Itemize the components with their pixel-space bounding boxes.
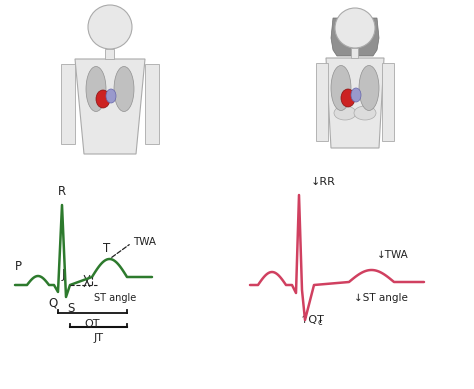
Text: T: T bbox=[103, 242, 110, 255]
Text: J: J bbox=[61, 268, 64, 281]
Bar bbox=[145, 64, 159, 144]
Text: ↓TWA: ↓TWA bbox=[376, 250, 408, 260]
Text: QT: QT bbox=[85, 319, 100, 329]
Polygon shape bbox=[326, 58, 384, 148]
Polygon shape bbox=[75, 59, 145, 154]
Text: Q: Q bbox=[48, 297, 58, 310]
Text: ↓ST angle: ↓ST angle bbox=[354, 293, 408, 303]
Ellipse shape bbox=[359, 65, 379, 110]
Ellipse shape bbox=[96, 90, 110, 108]
Text: S: S bbox=[67, 302, 75, 315]
Text: ↑QT: ↑QT bbox=[300, 315, 325, 325]
Text: JT: JT bbox=[93, 333, 103, 343]
Text: P: P bbox=[15, 260, 21, 273]
Ellipse shape bbox=[354, 106, 376, 120]
Text: ST angle: ST angle bbox=[94, 293, 136, 303]
Bar bbox=[106, 49, 115, 59]
Ellipse shape bbox=[114, 67, 134, 112]
Text: ↓RR: ↓RR bbox=[311, 177, 336, 187]
Ellipse shape bbox=[106, 89, 116, 103]
Polygon shape bbox=[331, 18, 379, 56]
Bar bbox=[352, 48, 358, 58]
Circle shape bbox=[335, 8, 375, 48]
Text: R: R bbox=[58, 185, 66, 198]
Bar bbox=[61, 64, 75, 144]
Ellipse shape bbox=[86, 67, 106, 112]
Ellipse shape bbox=[331, 65, 351, 110]
Ellipse shape bbox=[334, 106, 356, 120]
Text: c: c bbox=[318, 318, 323, 327]
Bar bbox=[316, 63, 328, 141]
Ellipse shape bbox=[351, 88, 361, 102]
Text: TWA: TWA bbox=[134, 237, 156, 247]
Ellipse shape bbox=[341, 89, 355, 107]
Circle shape bbox=[88, 5, 132, 49]
Bar bbox=[382, 63, 394, 141]
